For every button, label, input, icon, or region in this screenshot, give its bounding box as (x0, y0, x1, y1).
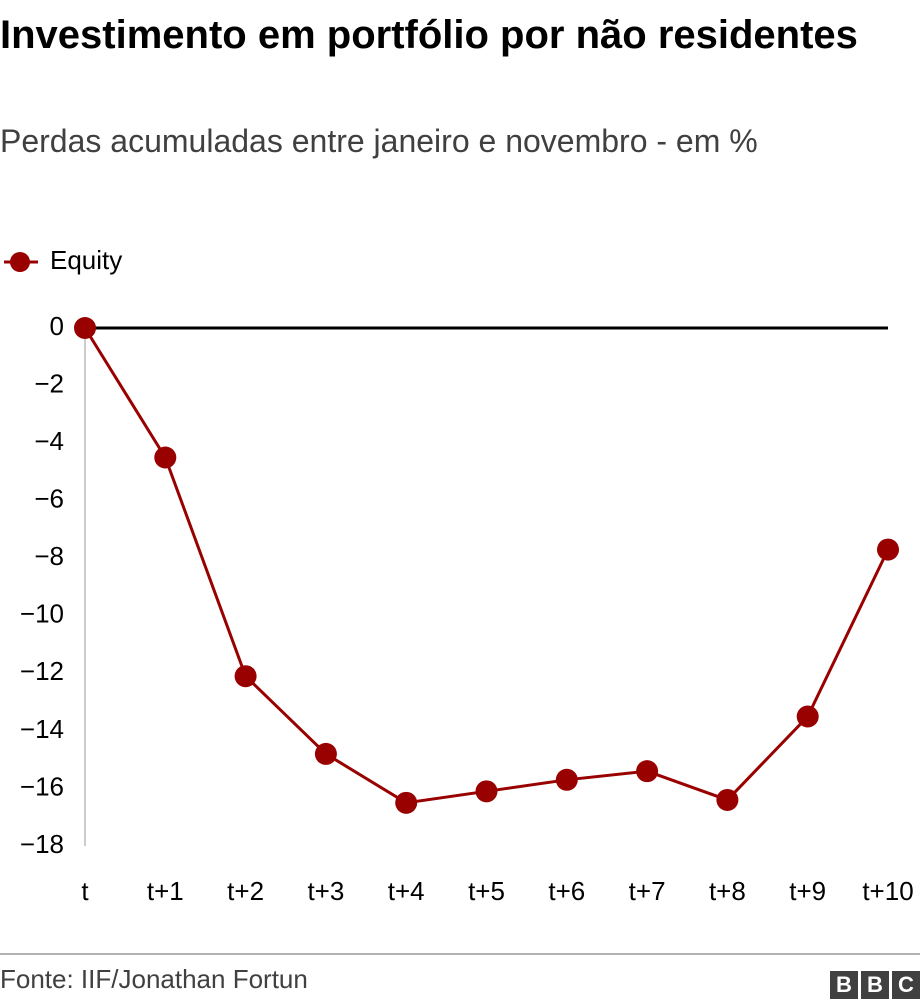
y-tick-label: −12 (20, 656, 64, 686)
x-tick-label: t+3 (307, 876, 344, 906)
data-point (555, 768, 578, 791)
data-point (716, 788, 739, 811)
x-tick-label: t+4 (388, 876, 425, 906)
y-tick-label: 0 (50, 311, 64, 341)
y-tick-label: −18 (20, 829, 64, 859)
logo-letter: B (836, 972, 852, 997)
data-point (475, 780, 498, 803)
logo-box (892, 971, 920, 999)
x-tick-label: t+8 (709, 876, 746, 906)
logo-letter: C (898, 972, 914, 997)
y-tick-label: −16 (20, 771, 64, 801)
y-tick-label: −2 (34, 368, 64, 398)
chart-title: Investimento em portfólio por não reside… (0, 13, 858, 57)
logo-letter: B (867, 972, 883, 997)
legend-marker (10, 252, 30, 272)
legend-label: Equity (50, 245, 122, 275)
x-tick-label: t+9 (789, 876, 826, 906)
y-tick-label: −4 (34, 426, 64, 456)
logo-box (861, 971, 889, 999)
data-point (395, 791, 418, 814)
x-tick-label: t+10 (862, 876, 913, 906)
data-point (154, 446, 177, 469)
x-tick-label: t+6 (548, 876, 585, 906)
data-point (796, 705, 819, 728)
y-tick-label: −6 (34, 484, 64, 514)
y-tick-label: −14 (20, 714, 64, 744)
data-point (234, 665, 257, 688)
data-point (877, 538, 899, 561)
x-tick-label: t+7 (629, 876, 666, 906)
x-tick-label: t+5 (468, 876, 505, 906)
x-tick-label: t (81, 876, 89, 906)
series-line (83, 327, 890, 805)
logo-box (830, 971, 858, 999)
data-point (314, 742, 337, 765)
x-tick-label: t+2 (227, 876, 264, 906)
data-point (636, 760, 659, 783)
x-tick-label: t+1 (147, 876, 184, 906)
y-tick-label: −10 (20, 599, 64, 629)
data-point (74, 317, 96, 339)
chart-subtitle: Perdas acumuladas entre janeiro e novemb… (0, 123, 758, 159)
y-tick-label: −8 (34, 541, 64, 571)
source: Fonte: IIF/Jonathan Fortun (0, 964, 308, 994)
